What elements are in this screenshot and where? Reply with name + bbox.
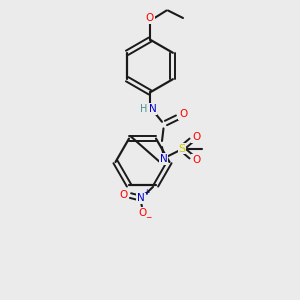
Text: H: H xyxy=(140,104,147,114)
Text: O: O xyxy=(146,13,154,23)
Text: O: O xyxy=(120,190,128,200)
Text: S: S xyxy=(178,143,186,154)
Text: O: O xyxy=(179,109,187,119)
Text: N: N xyxy=(148,104,156,114)
Text: O: O xyxy=(192,132,200,142)
Text: O: O xyxy=(192,154,200,165)
Text: O: O xyxy=(138,208,147,218)
Text: −: − xyxy=(145,213,151,222)
Text: N: N xyxy=(137,193,145,203)
Text: N: N xyxy=(160,154,167,164)
Text: +: + xyxy=(143,188,150,197)
